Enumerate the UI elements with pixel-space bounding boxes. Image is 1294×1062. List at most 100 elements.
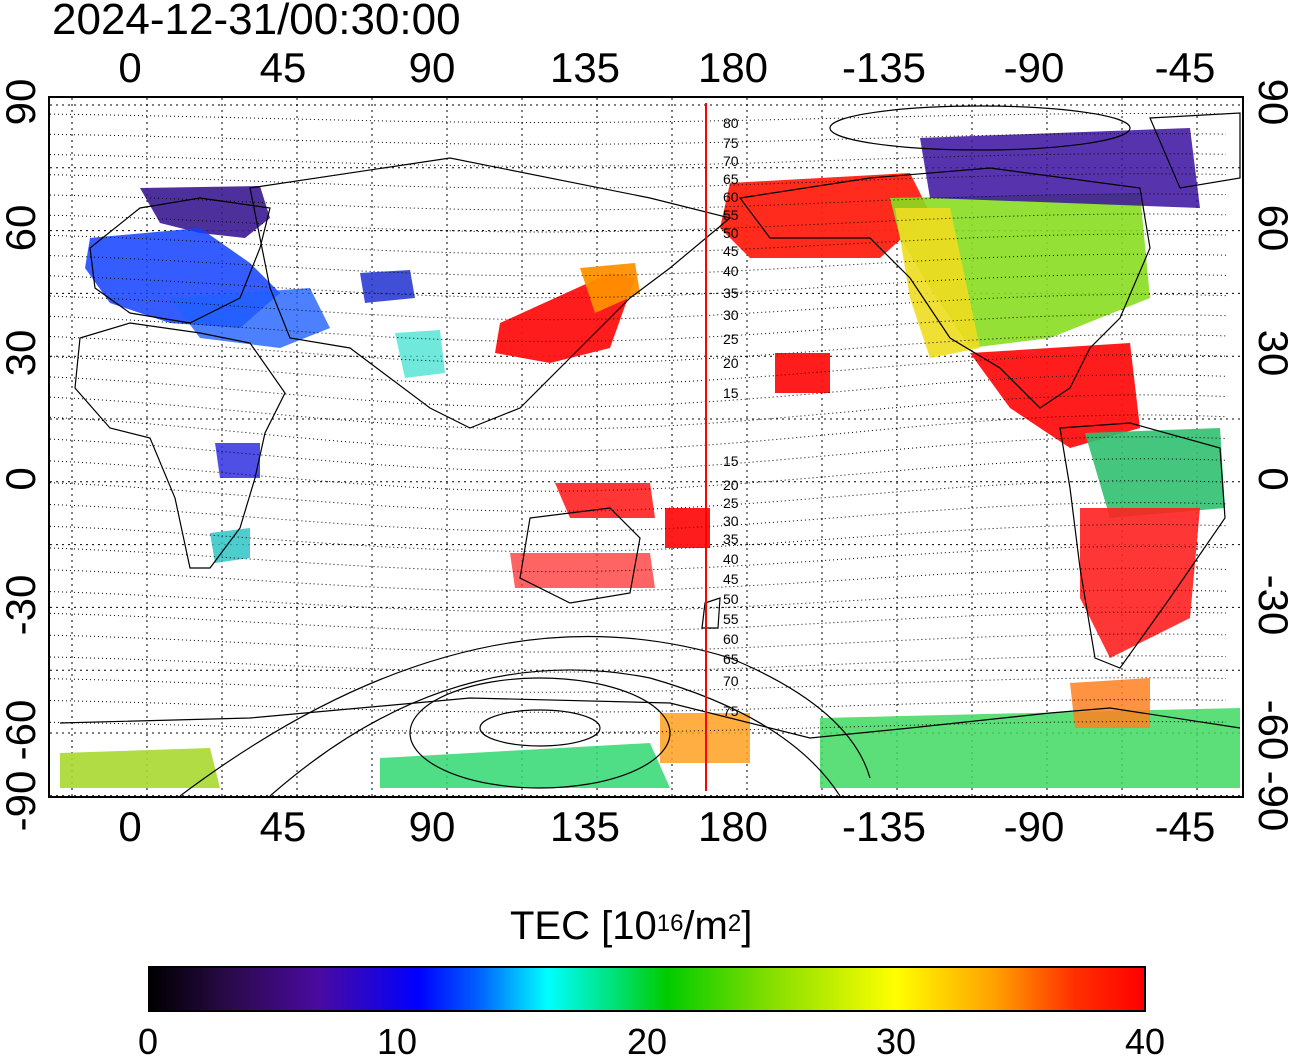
right-latitude-label: 30: [1250, 329, 1294, 377]
contour-label-south: 55: [723, 611, 739, 627]
tec-patch-antarctic-east: [60, 748, 220, 788]
colorbar-tick-label: 10: [376, 1021, 418, 1062]
left-latitude-label: 0: [0, 467, 44, 491]
magnetic-latitude-contour: [49, 545, 1227, 573]
bottom-longitude-label: -135: [841, 803, 927, 850]
contour-label-north: 45: [723, 243, 739, 259]
contour-label-north: 55: [723, 207, 739, 223]
contour-labels: 80 75 70 65 60 55 50 45 40 35 30 25 20 15 15 20 25 30 35 40…: [723, 115, 739, 719]
contour-label-north: 65: [723, 171, 739, 187]
magnetic-latitude-contour: [49, 374, 1227, 408]
colorbar-title: TEC [1016/m2]: [510, 902, 752, 950]
coastline-south-america: [1059, 422, 1226, 669]
magnetic-latitude-contour: [49, 458, 1227, 492]
magnetic-latitude-contour: [49, 633, 1227, 653]
tec-patch-west-coast: [895, 208, 980, 358]
contour-label-north: 40: [723, 263, 739, 279]
contour-label-north: 60: [723, 189, 739, 205]
tec-patch-australia-south: [510, 553, 655, 588]
right-latitude-label: 60: [1250, 204, 1294, 252]
magnetic-latitude-contour: [49, 436, 1227, 472]
tec-patch-canada-arctic: [920, 128, 1200, 208]
tec-patch-scandinavia: [140, 186, 270, 238]
magnetic-latitude-contour: [49, 193, 1227, 211]
colorbar-tick-label: 20: [626, 1021, 668, 1062]
solar-zenith-contour-south-wide: [179, 635, 871, 797]
tec-patch-south-america-north: [1085, 428, 1225, 518]
left-latitude-label: 60: [0, 204, 44, 252]
magnetic-latitude-contour: [49, 133, 1227, 145]
magnetic-latitude-contour: [49, 173, 1227, 189]
magnetic-latitude-contour: [49, 414, 1227, 452]
solar-zenith-contour-south-outer: [269, 669, 841, 797]
magnetic-latitude-contour: [49, 213, 1227, 233]
magnetic-latitude-contour: [49, 314, 1227, 343]
colorbar-tick-label: 30: [875, 1021, 917, 1062]
tec-map-canvas: 80 75 70 65 60 55 50 45 40 35 30 25 20 15 15 20 25 30 35 40…: [49, 98, 1242, 797]
bottom-longitude-label: 180: [697, 803, 769, 850]
magnetic-latitude-contour: [49, 480, 1227, 512]
tec-map: 80 75 70 65 60 55 50 45 40 35 30 25 20 15 15 20 25 30 35 40…: [48, 96, 1244, 798]
bottom-longitude-label: 45: [259, 803, 307, 850]
top-longitude-label: -45: [1154, 44, 1216, 91]
contour-label-north: 75: [723, 135, 739, 151]
contour-label-south: 60: [723, 631, 739, 647]
contour-label-north: 20: [723, 355, 739, 371]
colorbar-title-exponent-1: 16: [656, 910, 684, 937]
contour-label-south: 75: [723, 703, 739, 719]
magnetic-latitude-contour: [49, 655, 1227, 673]
contour-label-north: 25: [723, 331, 739, 347]
colorbar-tick-label: 0: [137, 1021, 159, 1062]
map-timestamp-title: 2024-12-31/00:30:00: [52, 0, 461, 44]
bottom-longitude-label: -90: [1003, 803, 1065, 850]
solar-zenith-contour-south-mid: [409, 677, 671, 789]
magnetic-latitude-contour: [49, 611, 1227, 633]
tec-patch-alaska: [720, 173, 930, 258]
tec-patch-antarctic-mid: [380, 743, 670, 788]
magnetic-latitude-contour: [49, 699, 1227, 713]
contour-label-north: 50: [723, 225, 739, 241]
magnetic-latitude-contour: [49, 589, 1227, 613]
left-latitude-label: -90: [0, 770, 44, 832]
coastline-antarctica: [59, 697, 1241, 739]
right-latitude-label: -90: [1250, 770, 1294, 832]
tec-patch-japan: [580, 263, 640, 313]
contour-label-south: 40: [723, 551, 739, 567]
magnetic-latitude-contour: [49, 293, 1227, 321]
tec-patch-central-asia: [360, 270, 415, 303]
magnetic-latitude-contour: [49, 677, 1227, 693]
contour-label-south: 45: [723, 571, 739, 587]
tec-patch-india: [395, 330, 445, 378]
magnetic-latitude-contour: [49, 253, 1227, 277]
coastline-africa: [74, 322, 286, 569]
top-longitude-label: 90: [408, 44, 456, 91]
magnetic-latitude-contour: [49, 502, 1227, 532]
contour-label-north: 30: [723, 307, 739, 323]
magnetic-latitude-contour: [49, 394, 1227, 430]
top-longitude-label: -90: [1003, 44, 1065, 91]
tec-patch-australia-north: [555, 483, 655, 518]
magnetic-latitude-contour: [49, 721, 1227, 733]
contour-label-north: 80: [723, 115, 739, 131]
tec-patch-antarctic-peninsula: [1070, 678, 1150, 728]
colorbar-title-prefix: TEC [10: [510, 904, 657, 948]
coastline-new-zealand: [701, 597, 721, 629]
left-latitude-label: -30: [0, 574, 44, 636]
tec-data-patches: [60, 128, 1240, 788]
colorbar-title-unit: /m: [683, 904, 728, 948]
right-latitude-label: 90: [1250, 78, 1294, 126]
magnetic-latitude-contour: [49, 273, 1227, 299]
solar-zenith-contour-south-inner: [479, 709, 601, 747]
top-longitude-label: 135: [549, 44, 621, 91]
solar-zenith-contours: [179, 105, 1131, 797]
magnetic-latitude-contour: [49, 233, 1227, 255]
contour-label-north: 15: [723, 385, 739, 401]
magnetic-latitude-contours: [49, 113, 1227, 733]
magnetic-latitude-contour: [49, 524, 1227, 553]
magnetic-latitude-contour: [49, 153, 1227, 167]
coastline-greenland: [1149, 112, 1241, 189]
top-longitude-label: 180: [697, 44, 769, 91]
contour-label-south: 35: [723, 531, 739, 547]
right-latitude-label: -60: [1250, 699, 1294, 761]
colorbar-title-exponent-2: 2: [727, 910, 742, 937]
